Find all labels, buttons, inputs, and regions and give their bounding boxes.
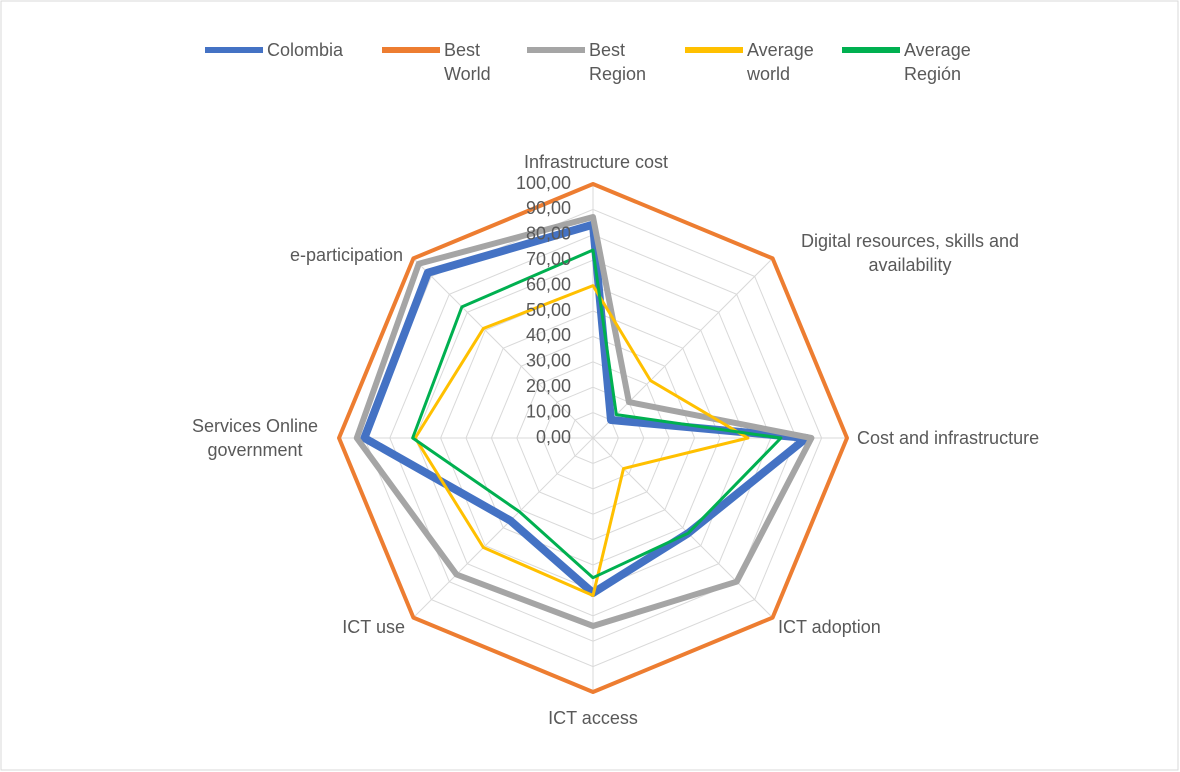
legend-swatch — [382, 47, 440, 53]
y-tick-label: 100,00 — [516, 173, 571, 193]
y-tick-label: 0,00 — [536, 427, 571, 447]
legend-item: Best World — [382, 38, 520, 86]
axis-label: ICT use — [342, 617, 405, 637]
spoke — [592, 258, 773, 439]
legend-item: Average Región — [842, 38, 980, 86]
y-tick-label: 10,00 — [526, 401, 571, 421]
legend-swatch — [685, 47, 743, 53]
legend-item: Average world — [685, 38, 823, 86]
series-line — [413, 284, 750, 597]
axis-label: Services Online government — [191, 416, 319, 460]
axis-label: ICT adoption — [778, 617, 881, 637]
axis-label: Cost and infrastructure — [857, 428, 1040, 448]
axis-label: Infrastructure cost — [523, 152, 669, 172]
legend-label: Best World — [444, 40, 491, 84]
axis-label: e-participation — [289, 245, 403, 265]
y-tick-label: 90,00 — [526, 198, 571, 218]
y-tick-label: 20,00 — [526, 376, 571, 396]
series-line — [337, 182, 849, 694]
legend-label: Best Region — [589, 40, 647, 84]
axis-label: ICT access — [548, 708, 638, 728]
legend-item: Best Region — [527, 38, 665, 86]
axis-label: Digital resources, skills and availabili… — [800, 231, 1020, 275]
spoke — [413, 437, 594, 618]
y-tick-label: 80,00 — [526, 224, 571, 244]
y-tick-label: 50,00 — [526, 300, 571, 320]
y-tick-label: 60,00 — [526, 274, 571, 294]
y-tick-label: 40,00 — [526, 325, 571, 345]
legend-label: Average Región — [904, 40, 971, 84]
series-line — [353, 214, 815, 629]
legend-label: Average world — [747, 40, 814, 84]
legend-swatch — [527, 47, 585, 53]
legend-label: Colombia — [267, 40, 344, 60]
y-tick-label: 30,00 — [526, 351, 571, 371]
legend-swatch — [842, 47, 900, 53]
y-tick-label: 70,00 — [526, 249, 571, 269]
legend-swatch — [205, 47, 263, 53]
series-line — [411, 248, 783, 580]
legend-item: Colombia — [205, 38, 343, 62]
spoke — [413, 258, 594, 439]
